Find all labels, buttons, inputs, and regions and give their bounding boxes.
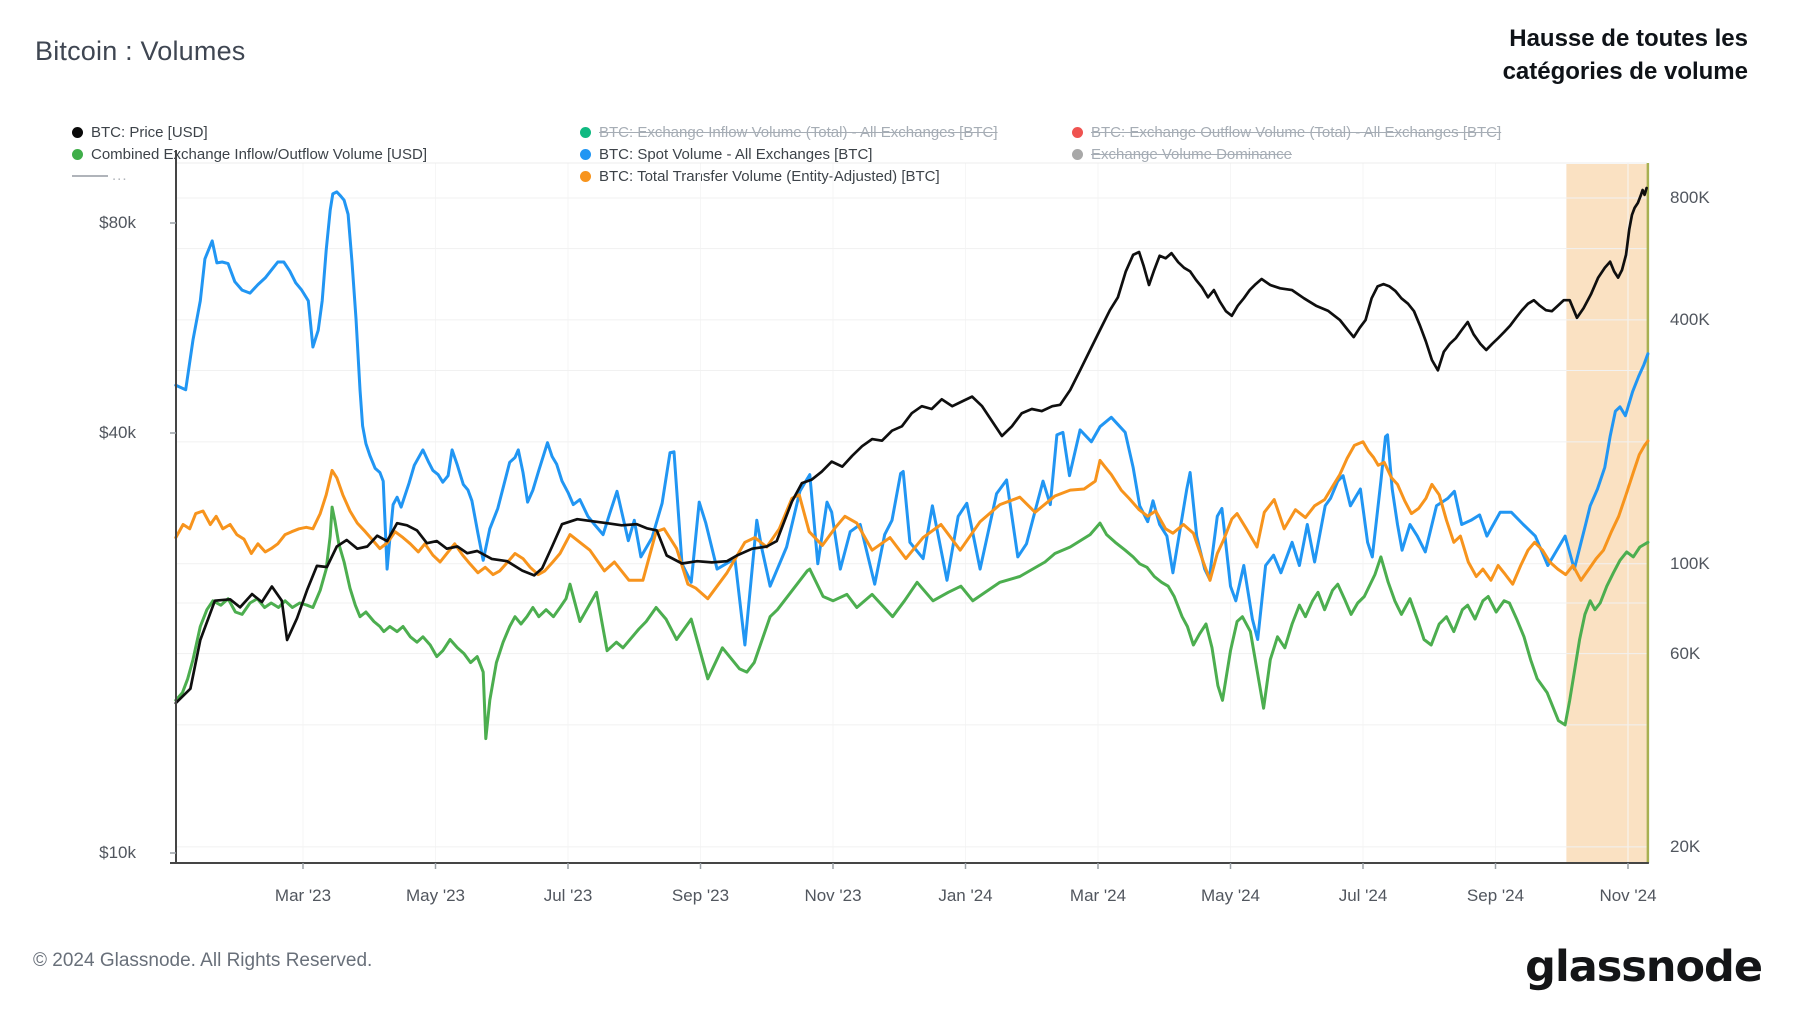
legend-dot-transfer-volume (580, 170, 591, 182)
x-axis-tick-label: May '24 (1201, 886, 1260, 905)
legend-dot-outflow-volume (1072, 126, 1083, 138)
footer-copyright: © 2024 Glassnode. All Rights Reserved. (33, 950, 373, 971)
legend-item-outflow-volume[interactable]: BTC: Exchange Outflow Volume (Total) - A… (1072, 121, 1501, 143)
left-axis-tick-label: $80k (99, 213, 136, 232)
x-axis-tick-label: Jan '24 (938, 886, 993, 905)
left-axis-tick-label: $40k (99, 423, 136, 442)
right-axis-tick-label: 800K (1670, 188, 1710, 207)
right-axis-tick-label: 20K (1670, 836, 1701, 856)
x-axis-tick-label: May '23 (406, 886, 465, 905)
legend-label-spot-volume: BTC: Spot Volume - All Exchanges [BTC] (599, 145, 873, 163)
legend-item-transfer-volume[interactable]: BTC: Total Transfer Volume (Entity-Adjus… (580, 165, 998, 187)
highlight-band (1566, 164, 1648, 863)
x-axis-tick-label: Nov '23 (804, 886, 862, 905)
left-axis-tick-label: $10k (99, 843, 136, 862)
series-line-transfer-volume (174, 439, 1650, 601)
right-axis-tick-label: 400K (1670, 309, 1710, 329)
legend-dot-inflow-volume (580, 126, 591, 138)
legend-dot-spot-volume (580, 148, 591, 160)
glassnode-logo: glassnode (1525, 942, 1763, 992)
right-axis-tick-label: 100K (1670, 553, 1710, 573)
legend-item-volume-dominance[interactable]: Exchange Volume Dominance (1072, 143, 1501, 165)
legend-truncated-dash (72, 175, 108, 177)
legend-dot-price (72, 126, 83, 138)
series-line-price (174, 186, 1648, 705)
legend-item-spot-volume[interactable]: BTC: Spot Volume - All Exchanges [BTC] (580, 143, 998, 165)
legend-label-outflow-volume: BTC: Exchange Outflow Volume (Total) - A… (1091, 123, 1502, 141)
legend-item-truncated[interactable]: ... (72, 165, 427, 187)
annotation-note: Hausse de toutes les catégories de volum… (1502, 25, 1748, 86)
legend-label-volume-dominance: Exchange Volume Dominance (1091, 145, 1292, 163)
x-axis-tick-label: Sep '23 (671, 886, 730, 905)
legend-item-inflow-volume[interactable]: BTC: Exchange Inflow Volume (Total) - Al… (580, 121, 998, 143)
series-line-combined-volume (174, 505, 1650, 741)
x-axis-tick-label: Sep '24 (1466, 886, 1525, 905)
page-title: Bitcoin : Volumes (35, 36, 246, 66)
legend-label-price: BTC: Price [USD] (91, 123, 208, 141)
legend-truncated-dots: ... (112, 167, 128, 184)
series-line-spot-volume (174, 190, 1650, 647)
legend-item-price[interactable]: BTC: Price [USD] (72, 121, 427, 143)
x-axis-tick-label: Mar '23 (274, 886, 332, 905)
legend-label-transfer-volume: BTC: Total Transfer Volume (Entity-Adjus… (599, 167, 940, 185)
legend-dot-volume-dominance (1072, 148, 1083, 160)
legend-column-3: BTC: Exchange Outflow Volume (Total) - A… (1072, 121, 1501, 165)
legend-dot-combined-volume (72, 148, 83, 160)
x-axis-tick-label: Mar '24 (1069, 886, 1127, 905)
right-axis-tick-label: 60K (1670, 643, 1701, 663)
legend-column-2: BTC: Exchange Inflow Volume (Total) - Al… (580, 121, 998, 187)
x-axis-tick-label: Nov '24 (1599, 886, 1657, 905)
x-axis-tick-label: Jul '23 (543, 886, 593, 905)
x-axis-tick-label: Jul '24 (1338, 886, 1388, 905)
legend-label-inflow-volume: BTC: Exchange Inflow Volume (Total) - Al… (599, 123, 998, 141)
